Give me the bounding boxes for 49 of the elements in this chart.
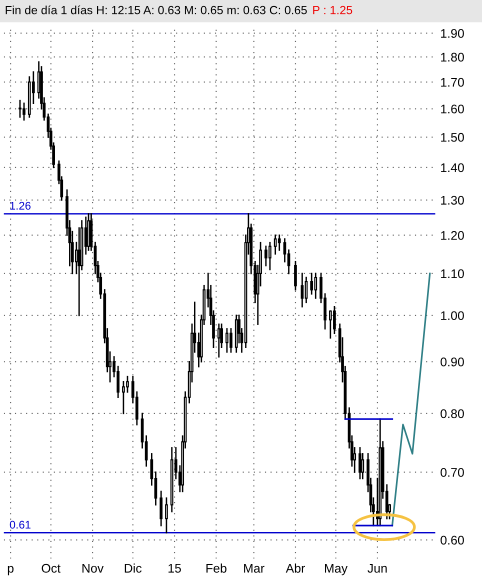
ref-line-label: 1.26 <box>10 202 31 210</box>
y-tick-label: 0.60 <box>440 536 464 545</box>
y-tick-label: 1.00 <box>441 311 464 320</box>
x-tick-label: Jun <box>368 564 387 573</box>
y-tick-label: 1.40 <box>441 163 464 172</box>
candlestick <box>18 100 22 118</box>
candlestick <box>274 234 277 255</box>
candlestick <box>230 328 232 353</box>
chart-subtitle: P : 1.25 <box>313 6 352 14</box>
y-tick-label: 1.30 <box>441 196 464 205</box>
chart-title: Fin de día 1 días H: 12:15 A: 0.63 M: 0.65 m: 0.63 C: 0.65 <box>6 5 307 14</box>
line-series <box>391 272 431 526</box>
candlestick <box>333 306 336 334</box>
y-tick-label: 1.20 <box>441 231 464 240</box>
x-tick-label: p <box>8 566 14 576</box>
y-tick-label: 0.80 <box>440 409 464 418</box>
candlestick <box>328 310 332 339</box>
x-tick-label: 15 <box>168 564 181 573</box>
candlestick <box>122 381 125 414</box>
x-tick-label: Nov <box>82 564 104 573</box>
x-tick-label: Mar <box>244 564 264 573</box>
candlestick <box>314 272 318 299</box>
candlestick <box>22 102 26 121</box>
candlestick <box>283 238 286 262</box>
x-tick-label: Oct <box>42 564 61 573</box>
y-tick-label: 1.50 <box>441 132 464 142</box>
y-tick-label: 1.90 <box>441 29 464 38</box>
candlestick <box>226 328 228 353</box>
candlestick <box>126 376 129 393</box>
candlestick <box>165 497 168 534</box>
y-tick-label: 0.90 <box>440 358 464 366</box>
candlestick <box>310 272 314 295</box>
y-tick-label: 0.70 <box>440 468 464 477</box>
candlestick <box>160 490 163 526</box>
y-tick-label: 1.60 <box>441 104 464 114</box>
y-tick-label: 1.80 <box>441 52 464 62</box>
candlestick <box>268 242 272 270</box>
x-tick-label: Abr <box>286 564 305 573</box>
x-tick-label: May <box>325 564 348 576</box>
candlestick <box>278 234 281 251</box>
y-tick-label: 1.70 <box>441 78 464 87</box>
candlestick <box>358 447 362 480</box>
candlestick <box>294 260 297 290</box>
x-tick-label: Dic <box>124 564 142 573</box>
ref-line-label: 0.61 <box>10 520 30 529</box>
x-tick-label: Feb <box>206 564 226 573</box>
candlestick <box>264 246 268 266</box>
candlestick <box>217 324 220 358</box>
y-tick-label: 1.10 <box>441 269 464 278</box>
